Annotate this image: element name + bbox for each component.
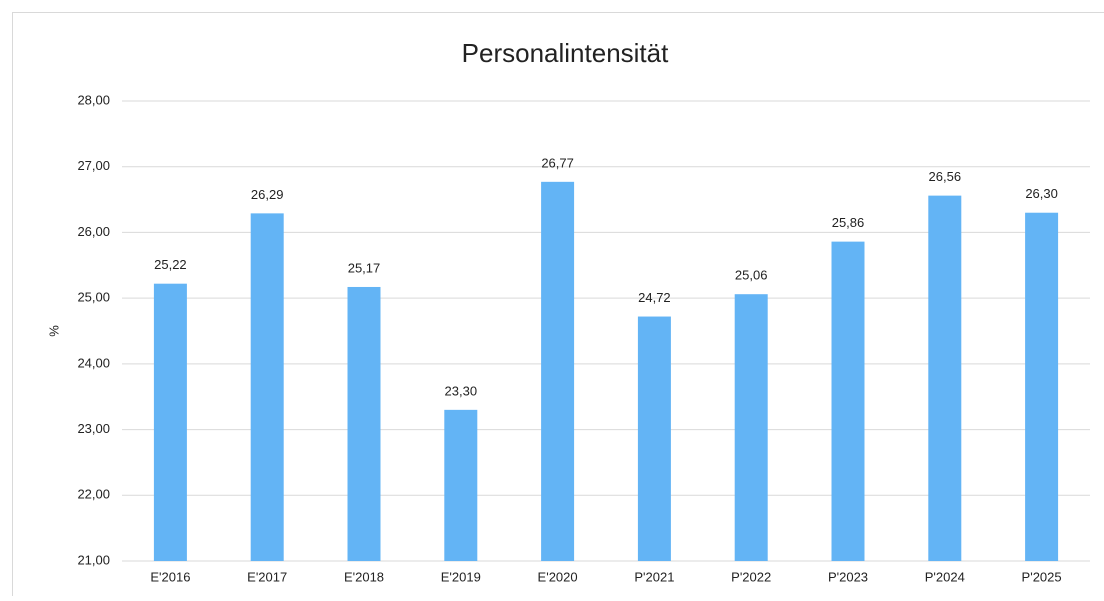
x-tick-label: P'2021: [634, 569, 674, 584]
y-tick-label: 21,00: [77, 552, 110, 567]
y-tick-label: 22,00: [77, 487, 110, 502]
bar: [444, 410, 477, 561]
x-tick-label: P'2024: [925, 569, 965, 584]
data-label: 26,29: [251, 187, 284, 202]
data-label: 25,86: [832, 215, 865, 230]
x-tick-label: E'2016: [150, 569, 190, 584]
y-axis-label: %: [46, 325, 61, 337]
bar: [1025, 213, 1058, 561]
data-label: 25,22: [154, 257, 187, 272]
data-label: 26,77: [541, 155, 574, 170]
data-label: 26,30: [1025, 186, 1058, 201]
y-tick-label: 26,00: [77, 224, 110, 239]
chart-title: Personalintensität: [462, 38, 669, 68]
x-tick-label: E'2018: [344, 569, 384, 584]
y-tick-label: 28,00: [77, 92, 110, 107]
bar: [251, 213, 284, 561]
bar: [638, 317, 671, 561]
x-tick-label: P'2023: [828, 569, 868, 584]
bar: [735, 294, 768, 561]
y-tick-label: 25,00: [77, 290, 110, 305]
data-label: 25,06: [735, 268, 768, 283]
x-tick-label: P'2022: [731, 569, 771, 584]
y-tick-label: 24,00: [77, 355, 110, 370]
bar: [928, 196, 961, 561]
bar: [348, 287, 381, 561]
x-tick-label: E'2020: [538, 569, 578, 584]
x-tick-label: E'2017: [247, 569, 287, 584]
data-label: 23,30: [445, 383, 478, 398]
data-label: 24,72: [638, 290, 671, 305]
x-tick-label: P'2025: [1022, 569, 1062, 584]
x-tick-label: E'2019: [441, 569, 481, 584]
bar: [154, 284, 187, 561]
bar: [832, 242, 865, 561]
bar: [541, 182, 574, 561]
data-label: 26,56: [929, 169, 962, 184]
y-tick-label: 23,00: [77, 421, 110, 436]
y-tick-label: 27,00: [77, 158, 110, 173]
data-label: 25,17: [348, 260, 381, 275]
